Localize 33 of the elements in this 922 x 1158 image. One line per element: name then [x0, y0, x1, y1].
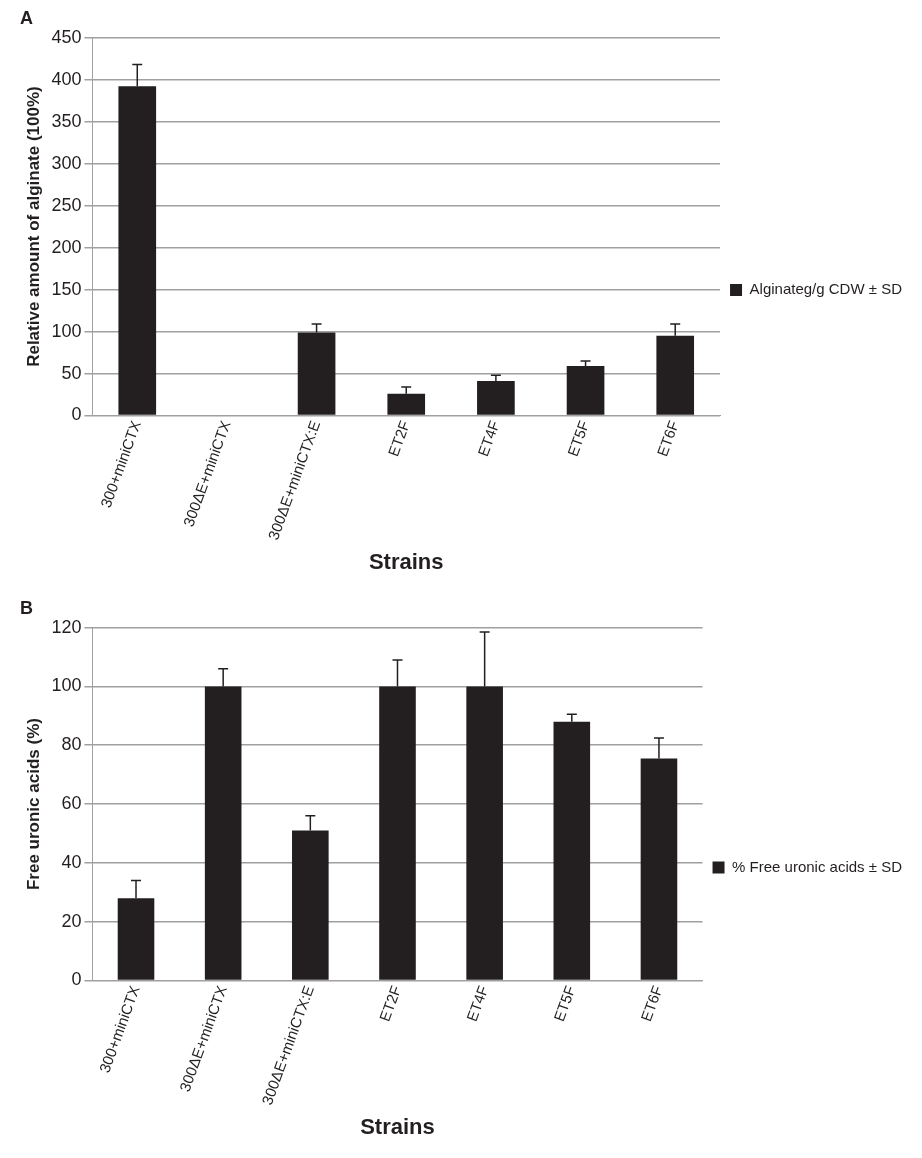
legend-label: Alginateg/g CDW ± SD	[749, 280, 903, 298]
x-tick-label: ET2F	[375, 983, 405, 1024]
x-tick-label: ET5F	[549, 983, 579, 1024]
y-tick-label: 250	[51, 194, 82, 215]
x-tick-label: ET4F	[474, 418, 503, 459]
x-tick-label: ET6F	[653, 418, 682, 459]
x-tick-label: ET2F	[384, 418, 413, 459]
y-tick-label: 120	[51, 616, 82, 637]
y-axis-title: Relative amount of alginate (100%)	[23, 86, 43, 367]
x-axis-title: Strains	[360, 1113, 435, 1139]
y-tick-label: 150	[51, 278, 82, 299]
y-tick-label: 400	[51, 68, 82, 89]
y-tick-label: 0	[71, 969, 82, 990]
y-axis-title: Free uronic acids (%)	[23, 718, 43, 891]
y-tick-label: 350	[51, 110, 82, 131]
x-tick-label: ET5F	[563, 418, 593, 459]
y-tick-label: 20	[61, 910, 82, 931]
legend-label: % Free uronic acids ± SD	[732, 857, 903, 875]
y-tick-label: 100	[51, 675, 82, 696]
y-tick-label: 100	[51, 320, 82, 341]
y-tick-label: 450	[51, 26, 82, 47]
y-tick-label: 60	[61, 793, 82, 814]
y-tick-label: 0	[71, 404, 82, 425]
y-tick-label: 80	[61, 734, 82, 755]
x-tick-label: ET4F	[462, 983, 492, 1024]
x-tick-label: ET6F	[637, 983, 666, 1024]
y-tick-label: 200	[51, 236, 82, 257]
chart-title: A	[20, 7, 33, 28]
x-axis-title: Strains	[368, 548, 444, 574]
y-tick-label: 50	[61, 362, 82, 383]
y-tick-label: 300	[51, 152, 82, 173]
chart-title: B	[20, 597, 33, 618]
y-tick-label: 40	[61, 851, 82, 872]
